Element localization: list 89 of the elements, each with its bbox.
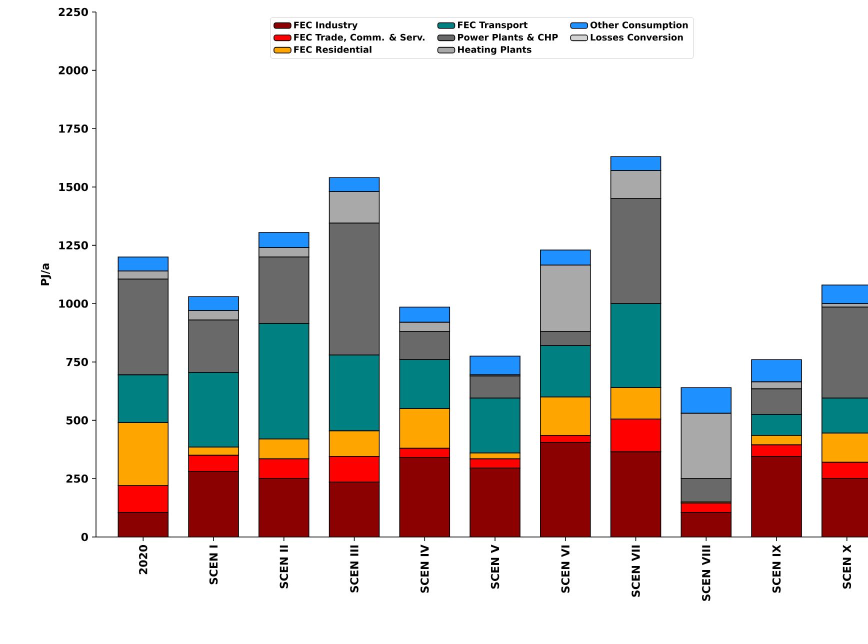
- legend-label: FEC Trade, Comm. & Serv.: [294, 34, 424, 42]
- y-tick-label: 0: [81, 532, 88, 542]
- bar: [258, 438, 310, 460]
- bar: [118, 278, 169, 376]
- x-tick-label: SCEN VII: [632, 546, 640, 597]
- y-tick-label: 1000: [59, 300, 88, 308]
- bar: [540, 250, 591, 266]
- bar: [188, 296, 239, 312]
- bar: [470, 398, 520, 454]
- bar: [188, 320, 239, 373]
- bar: [399, 448, 450, 458]
- x-tick-label: SCEN VIII: [702, 546, 710, 601]
- y-tick-label: 2250: [58, 8, 88, 16]
- bar: [680, 478, 732, 502]
- x-tick-label: SCEN II: [280, 546, 288, 588]
- bar: [328, 222, 380, 356]
- bar: [399, 359, 450, 410]
- bar: [258, 232, 310, 248]
- bar: [751, 388, 802, 415]
- bar: [610, 418, 662, 452]
- bar: [329, 482, 380, 537]
- legend-label: Power Plants & CHP: [458, 34, 558, 41]
- legend-label: Other Consumption: [590, 21, 688, 30]
- y-tick-label: 750: [66, 358, 88, 366]
- bar: [399, 408, 450, 449]
- bar: [610, 303, 662, 388]
- bar: [328, 177, 380, 192]
- bar: [188, 372, 239, 448]
- bar: [258, 478, 309, 537]
- bar: [118, 256, 169, 272]
- x-tick-label: SCEN VI: [561, 546, 570, 593]
- bar: [328, 354, 380, 432]
- bar: [751, 381, 802, 390]
- legend-label: FEC Industry: [294, 21, 358, 30]
- bar: [610, 170, 662, 200]
- bar: [470, 458, 520, 469]
- y-tick-label: 1750: [59, 124, 88, 133]
- bar: [751, 444, 802, 457]
- legend-label: FEC Transport: [458, 21, 528, 30]
- bar: [540, 264, 591, 332]
- x-tick-label: SCEN X: [842, 544, 852, 589]
- bar: [258, 458, 310, 480]
- x-tick-label: 2020: [139, 545, 148, 574]
- bar: [751, 414, 802, 436]
- bar: [470, 468, 520, 537]
- bar: [470, 376, 520, 399]
- legend-label: Losses Conversion: [590, 34, 683, 41]
- bar: [118, 374, 169, 424]
- y-tick-label: 250: [66, 474, 88, 483]
- bar: [328, 456, 380, 483]
- y-tick-label: 2000: [58, 66, 88, 74]
- bar: [188, 472, 239, 537]
- x-tick-label: SCEN IV: [420, 544, 429, 593]
- y-tick-label: 1500: [59, 182, 88, 192]
- legend-label: Heating Plants: [458, 46, 532, 55]
- y-axis-title: PJ/a: [40, 264, 52, 286]
- bar: [610, 387, 662, 420]
- legend-label: FEC Residential: [294, 46, 372, 53]
- y-tick-label: 1250: [59, 241, 88, 250]
- bar: [540, 345, 591, 398]
- bar: [400, 458, 450, 537]
- x-tick-label: SCEN I: [209, 546, 218, 584]
- bar: [610, 156, 662, 172]
- bar: [470, 356, 520, 376]
- x-tick-label: SCEN III: [350, 546, 358, 592]
- bar: [118, 422, 169, 486]
- bar: [540, 331, 591, 346]
- bar: [118, 485, 169, 513]
- bar: [610, 198, 662, 304]
- bar: [118, 512, 168, 537]
- bar: [188, 454, 239, 472]
- bar: [610, 452, 661, 537]
- bar: [752, 456, 802, 537]
- bar: [540, 442, 590, 537]
- x-tick-label: SCEN V: [490, 544, 500, 589]
- bar: [680, 387, 732, 414]
- bar: [681, 512, 732, 537]
- y-tick-label: 500: [66, 416, 88, 424]
- bar: [258, 323, 310, 440]
- bar: [399, 306, 450, 323]
- bar: [399, 331, 450, 360]
- bar: [328, 191, 380, 224]
- bar: [258, 256, 310, 324]
- bar: [751, 359, 802, 382]
- bar: [328, 430, 380, 457]
- bar: [188, 446, 239, 456]
- bar: [540, 396, 591, 436]
- x-tick-label: SCEN IX: [772, 544, 781, 593]
- bar: [680, 412, 732, 480]
